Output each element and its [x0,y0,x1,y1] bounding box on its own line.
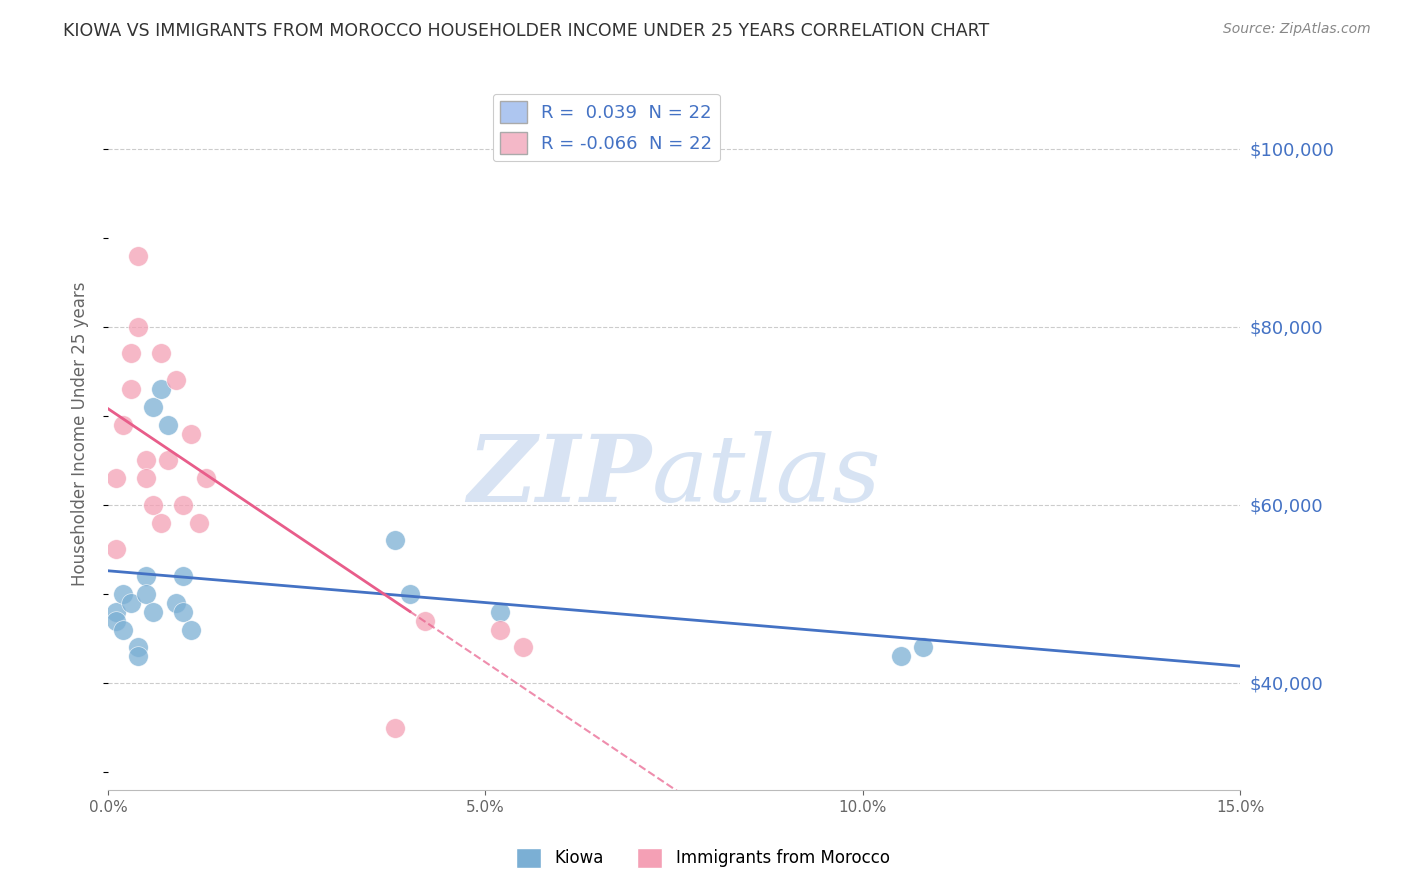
Point [104,605,127,619]
Point [104,542,127,557]
Text: Source: ZipAtlas.com: Source: ZipAtlas.com [1223,22,1371,37]
Point [127,248,149,262]
Point [384,721,406,735]
Legend: R =  0.039  N = 22, R = -0.066  N = 22: R = 0.039 N = 22, R = -0.066 N = 22 [492,94,720,161]
Point [165,596,187,610]
Point [512,640,534,655]
Point [135,453,157,467]
Point [384,533,406,548]
Point [104,614,127,628]
Point [157,417,180,432]
Point [149,382,172,396]
Point [399,587,422,601]
Point [149,346,172,360]
Point [165,373,187,387]
Point [127,640,149,655]
Point [142,605,165,619]
Point [489,623,512,637]
Point [104,471,127,485]
Point [127,649,149,664]
Point [180,623,202,637]
Point [912,640,935,655]
Point [142,498,165,512]
Y-axis label: Householder Income Under 25 years: Householder Income Under 25 years [72,281,89,586]
Point [157,453,180,467]
Point [142,400,165,414]
Point [172,569,194,583]
Point [120,346,142,360]
Point [172,498,194,512]
Text: ZIP: ZIP [467,432,651,522]
Point [120,596,142,610]
Point [187,516,209,530]
Point [149,516,172,530]
Point [127,319,149,334]
Point [172,605,194,619]
Point [180,426,202,441]
Legend: Kiowa, Immigrants from Morocco: Kiowa, Immigrants from Morocco [509,841,897,875]
Point [112,587,135,601]
Point [489,605,512,619]
Point [112,623,135,637]
Point [135,587,157,601]
Point [889,649,911,664]
Point [195,471,218,485]
Point [135,569,157,583]
Point [112,417,135,432]
Text: atlas: atlas [651,432,882,522]
Text: KIOWA VS IMMIGRANTS FROM MOROCCO HOUSEHOLDER INCOME UNDER 25 YEARS CORRELATION C: KIOWA VS IMMIGRANTS FROM MOROCCO HOUSEHO… [63,22,990,40]
Point [413,614,436,628]
Point [135,471,157,485]
Point [120,382,142,396]
